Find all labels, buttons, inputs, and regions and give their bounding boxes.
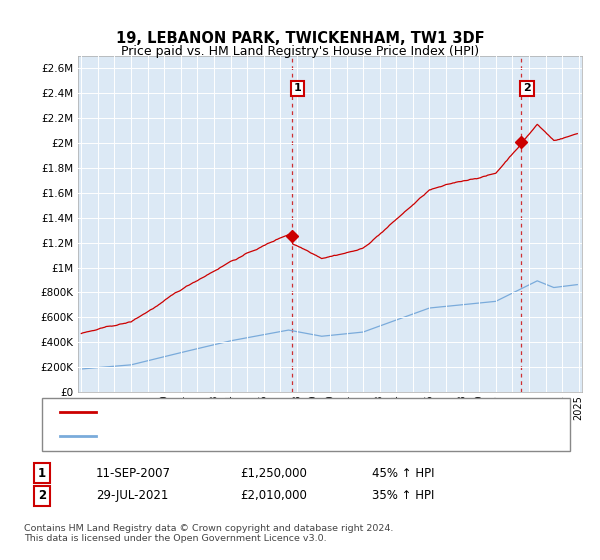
Text: 45% ↑ HPI: 45% ↑ HPI <box>372 466 434 480</box>
Text: 2: 2 <box>38 489 46 502</box>
Text: 2: 2 <box>523 83 531 94</box>
Text: 1: 1 <box>293 83 301 94</box>
Text: £1,250,000: £1,250,000 <box>240 466 307 480</box>
Text: Contains HM Land Registry data © Crown copyright and database right 2024.
This d: Contains HM Land Registry data © Crown c… <box>24 524 394 543</box>
Text: Price paid vs. HM Land Registry's House Price Index (HPI): Price paid vs. HM Land Registry's House … <box>121 45 479 58</box>
Text: £2,010,000: £2,010,000 <box>240 489 307 502</box>
Text: 29-JUL-2021: 29-JUL-2021 <box>96 489 169 502</box>
Text: 11-SEP-2007: 11-SEP-2007 <box>96 466 171 480</box>
Text: 19, LEBANON PARK, TWICKENHAM, TW1 3DF: 19, LEBANON PARK, TWICKENHAM, TW1 3DF <box>116 31 484 46</box>
Text: 1: 1 <box>38 466 46 480</box>
Text: 35% ↑ HPI: 35% ↑ HPI <box>372 489 434 502</box>
Text: 19, LEBANON PARK, TWICKENHAM, TW1 3DF (detached house): 19, LEBANON PARK, TWICKENHAM, TW1 3DF (d… <box>102 408 452 418</box>
Text: HPI: Average price, detached house, Richmond upon Thames: HPI: Average price, detached house, Rich… <box>102 431 443 441</box>
